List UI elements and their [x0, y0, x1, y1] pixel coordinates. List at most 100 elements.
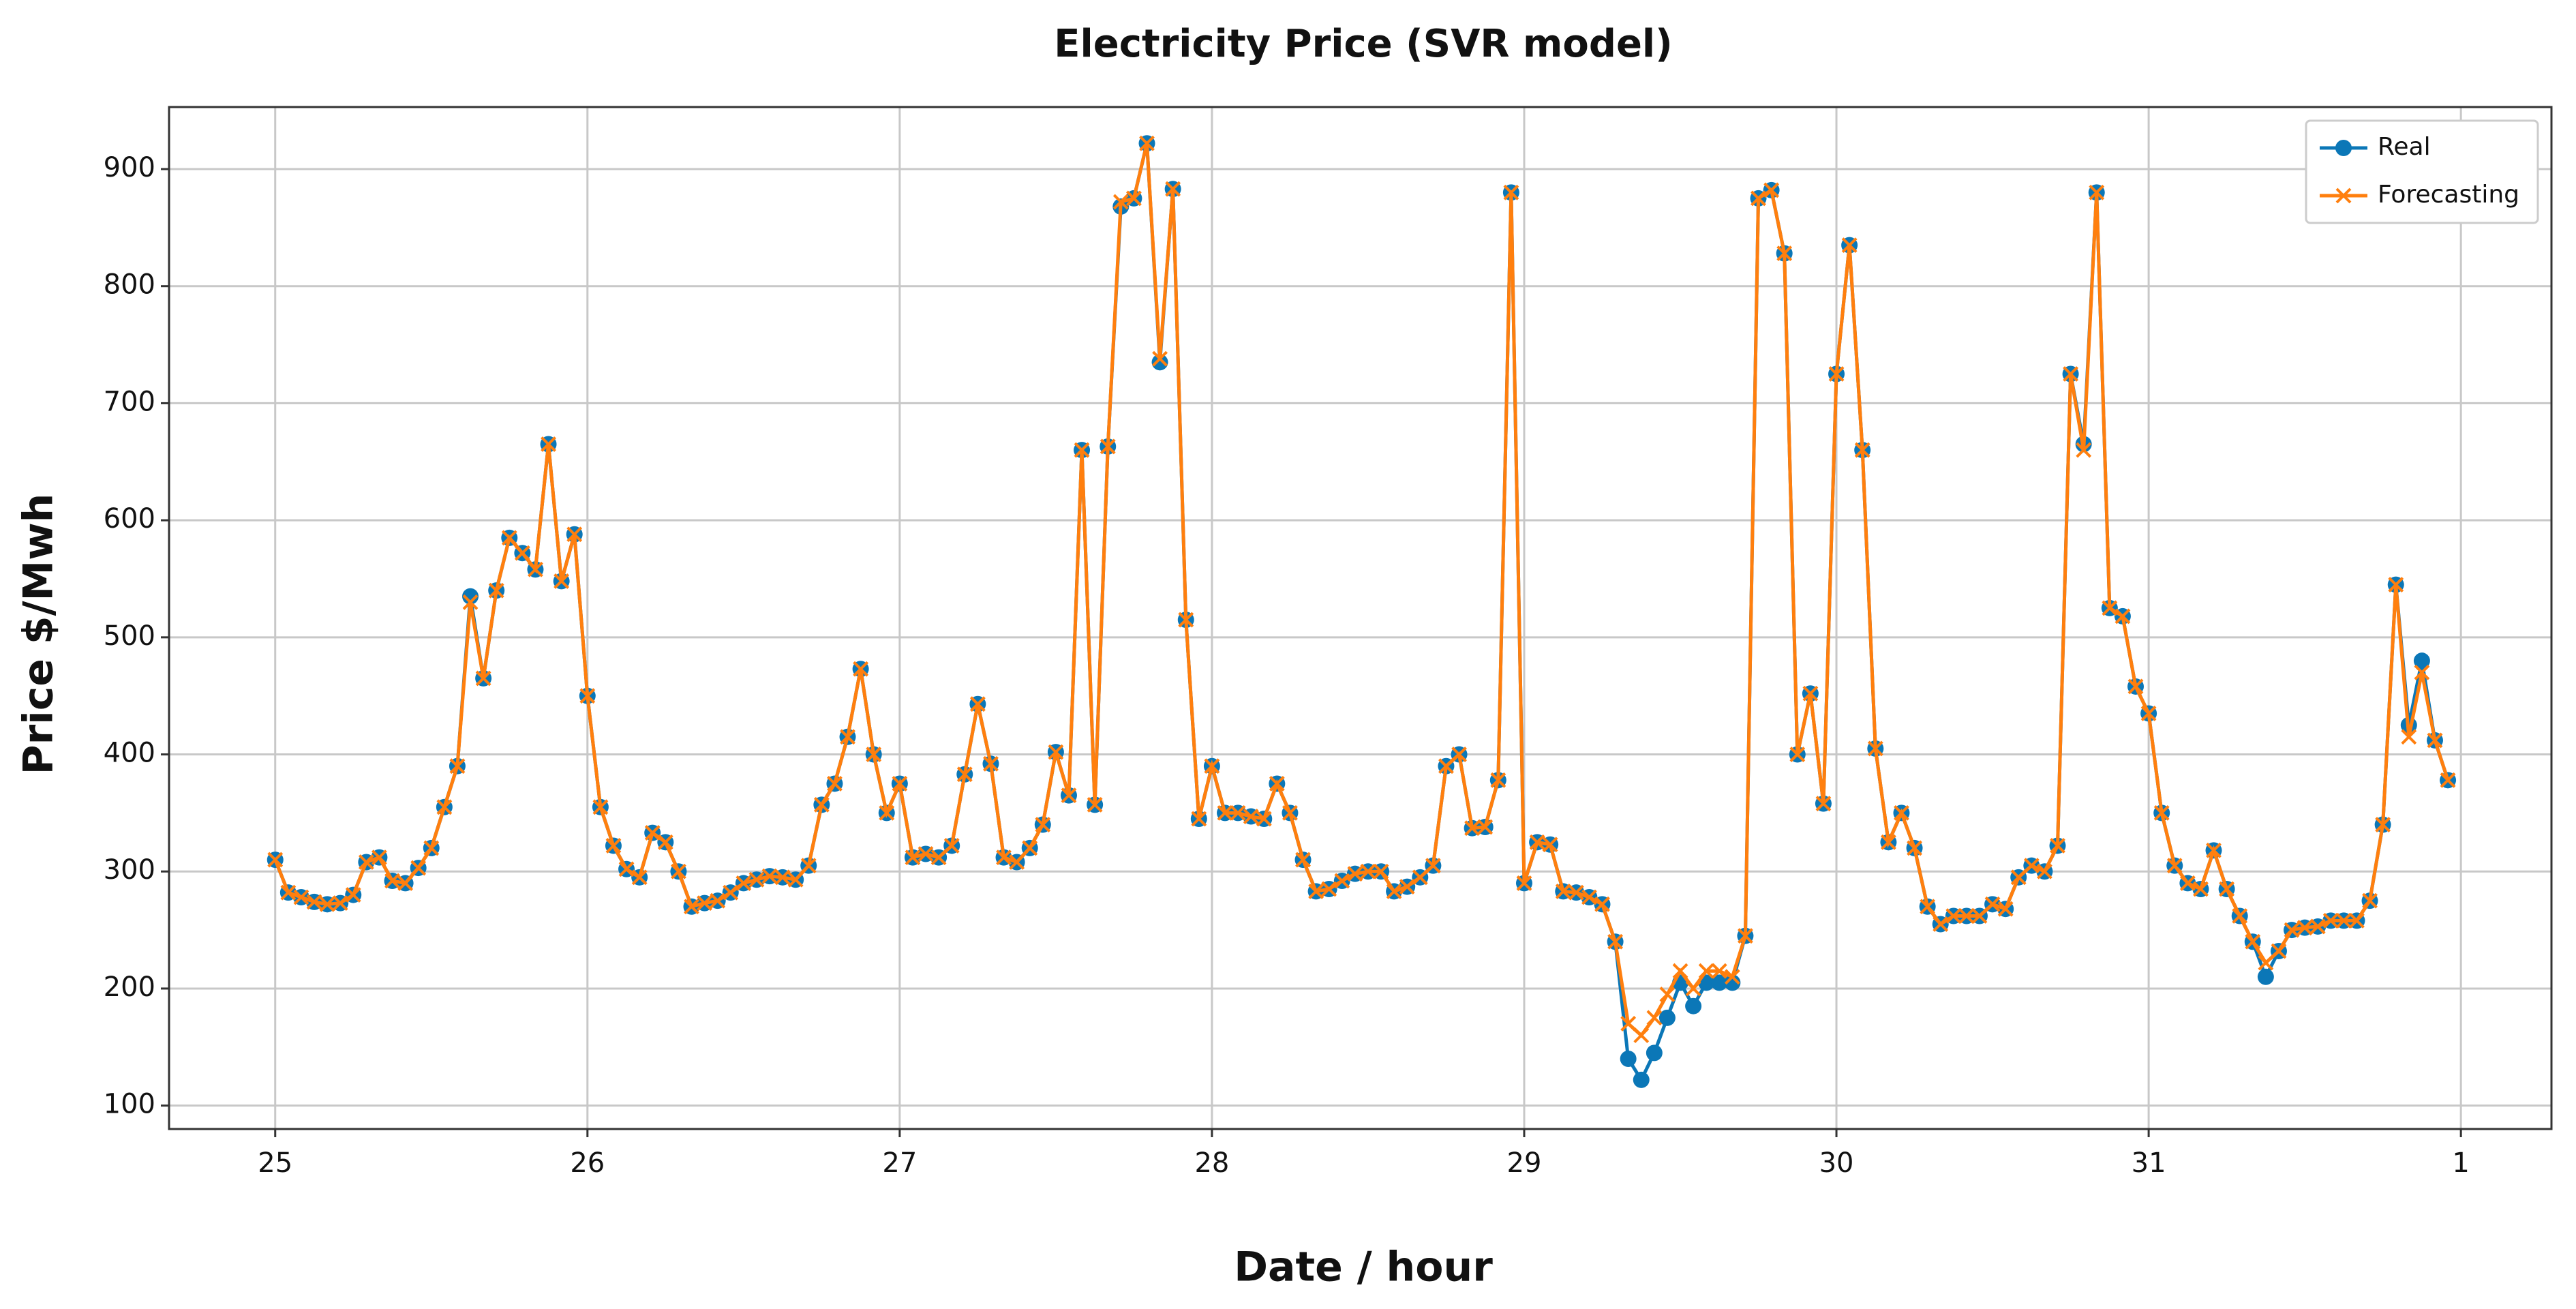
x-tick-label: 28	[1194, 1147, 1229, 1179]
point	[2140, 706, 2157, 721]
point	[2193, 881, 2209, 897]
point	[554, 573, 570, 589]
point	[1347, 866, 1363, 882]
point	[1516, 875, 1532, 891]
point	[462, 588, 479, 605]
point	[2322, 912, 2339, 929]
point	[1633, 1071, 1650, 1088]
point	[1022, 840, 1038, 856]
y-tick-label: 300	[104, 854, 155, 886]
point	[956, 766, 973, 783]
legend-label: Forecasting	[2378, 181, 2519, 209]
point	[1658, 1009, 1676, 1026]
point	[397, 875, 414, 891]
chart-title: Electricity Price (SVR model)	[1054, 22, 1672, 66]
point	[592, 799, 609, 815]
x-tick-label: 29	[1507, 1147, 1542, 1179]
point	[384, 873, 400, 889]
point	[293, 889, 309, 905]
point	[1542, 837, 1558, 853]
point	[1659, 987, 1676, 1002]
point	[423, 840, 440, 856]
point	[1711, 974, 1728, 991]
point	[2153, 804, 2170, 821]
point	[1451, 747, 1467, 762]
point	[1217, 804, 1233, 821]
point	[918, 846, 934, 862]
point	[541, 436, 556, 452]
point	[840, 729, 855, 745]
point	[1373, 863, 1389, 879]
y-tick-label: 700	[104, 386, 155, 417]
point	[1581, 889, 1597, 905]
point	[1920, 899, 1936, 915]
point	[2076, 442, 2092, 458]
point	[1620, 1016, 1637, 1032]
point	[566, 526, 583, 543]
point	[1907, 840, 1922, 856]
point	[2284, 922, 2300, 938]
point	[1178, 612, 1194, 628]
point	[1620, 1050, 1637, 1067]
point	[2297, 920, 2313, 936]
point	[1152, 350, 1168, 367]
point	[1958, 908, 1975, 924]
point	[332, 895, 348, 912]
point	[1594, 896, 1610, 912]
point	[618, 861, 635, 877]
point	[2232, 908, 2248, 924]
point	[1412, 869, 1428, 886]
point	[1151, 354, 1168, 371]
point	[1139, 135, 1155, 151]
point	[1568, 884, 1584, 901]
point	[2414, 664, 2430, 680]
point	[1035, 817, 1051, 832]
point	[774, 869, 791, 886]
point	[1295, 852, 1311, 868]
point	[684, 899, 699, 915]
point	[853, 661, 869, 677]
point	[1503, 184, 1519, 200]
point	[879, 804, 895, 821]
point	[501, 530, 517, 546]
point	[1243, 809, 1259, 824]
point	[2309, 918, 2326, 935]
point	[813, 796, 830, 813]
point	[1360, 863, 1376, 879]
point	[1112, 194, 1129, 210]
point	[2102, 600, 2118, 616]
point	[892, 776, 908, 792]
point	[1997, 901, 2014, 917]
point	[1009, 854, 1025, 870]
point	[1685, 997, 1702, 1014]
point	[1802, 685, 1819, 702]
point	[644, 825, 661, 841]
point	[267, 852, 284, 868]
point	[306, 894, 322, 910]
point	[1751, 190, 1766, 207]
point	[1945, 908, 1962, 924]
point	[1984, 896, 2001, 912]
point	[631, 869, 648, 886]
point	[2271, 943, 2287, 959]
x-axis-label: Date / hour	[1234, 1244, 1493, 1291]
point	[1685, 980, 1701, 997]
point	[319, 896, 335, 912]
point	[1529, 834, 1545, 850]
point	[1386, 884, 1402, 899]
point	[2089, 184, 2105, 200]
point	[1555, 884, 1571, 899]
point	[605, 838, 622, 854]
point	[1100, 438, 1116, 455]
legend-marker	[2335, 187, 2352, 204]
point	[723, 884, 739, 901]
point	[2166, 858, 2183, 874]
series-line	[273, 142, 2450, 1038]
point	[2362, 892, 2378, 909]
point	[2257, 968, 2274, 985]
point	[969, 696, 986, 712]
point	[748, 871, 765, 888]
y-tick-label: 200	[104, 972, 155, 1003]
point	[996, 849, 1012, 866]
point	[2245, 933, 2261, 950]
